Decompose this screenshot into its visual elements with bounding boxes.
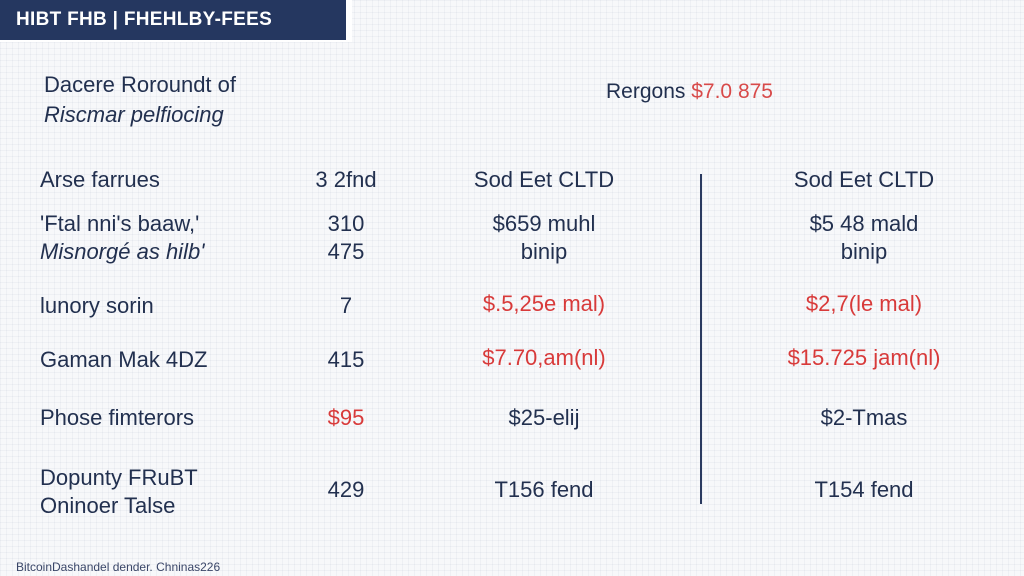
row-2-col-b: $2,7(le mal) — [805, 291, 923, 316]
row-2-label: lunory sorin — [40, 293, 154, 318]
header-num: 3 2fnd — [315, 167, 377, 192]
banner-title: HIBT FHB | FHEHLBY-FEES — [16, 9, 273, 30]
row-3-col-a: $7.70,am(nl) — [482, 345, 606, 370]
row-5-col-b: T154 fend — [814, 477, 914, 502]
row-4-label: Phose fimterors — [40, 405, 195, 430]
row-3-label: Gaman Mak 4DZ — [40, 347, 208, 372]
row-1-num-line-2: 475 — [327, 239, 365, 264]
heading-line-1: Dacere Roroundt of — [44, 72, 236, 97]
row-1-col-a-line-1: $659 muhl — [492, 211, 596, 236]
regions-summary: Rergons $7.0 875 — [606, 80, 773, 104]
row-1-num-line-1: 310 — [327, 211, 365, 236]
row-3-col-b: $15.725 jam(nl) — [787, 345, 941, 370]
header-col-a: Sod Eet CLTD — [473, 167, 615, 192]
row-1-col-a: $659 muhl binip — [424, 210, 664, 266]
row-2-num: 7 — [339, 293, 353, 318]
row-4-col-a: $25-elij — [508, 405, 580, 430]
row-1-label: 'Ftal nni's baaw,' Misnorgé as hilb' — [40, 210, 204, 266]
row-2-col-a: $.5,25e mal) — [482, 291, 606, 316]
row-5-label-line-2: Oninoer Talse — [40, 493, 176, 518]
row-5-num: 429 — [327, 477, 365, 502]
row-5-label-line-1: Dopunty FRuBT — [40, 465, 198, 490]
row-1-col-a-line-2: binip — [520, 239, 568, 264]
title-banner: HIBT FHB | FHEHLBY-FEES — [0, 0, 352, 42]
header-col-b: Sod Eet CLTD — [793, 167, 935, 192]
row-1-num: 310 475 — [296, 210, 396, 266]
column-divider — [700, 174, 702, 504]
row-5-label: Dopunty FRuBT Oninoer Talse — [40, 464, 198, 520]
row-3-num: 415 — [327, 347, 365, 372]
row-4-num: $95 — [327, 405, 365, 430]
row-5-col-a: T156 fend — [494, 477, 594, 502]
heading-line-2: Riscmar pelfiocing — [44, 102, 224, 127]
row-1-label-line-1: 'Ftal nni's baaw,' — [40, 211, 200, 236]
header-label: Arse farrues — [40, 167, 160, 192]
row-1-col-b: $5 48 mald binip — [744, 210, 984, 266]
page-heading: Dacere Roroundt of Riscmar pelfiocing — [44, 70, 236, 130]
row-1-label-line-2: Misnorgé as hilb' — [40, 239, 205, 264]
regions-label: Rergons — [606, 80, 686, 103]
row-4-col-b: $2-Tmas — [820, 405, 908, 430]
row-1-col-b-line-1: $5 48 mald — [809, 211, 919, 236]
footer-caption: BitcoinDashandel dender. Chninas226 — [16, 560, 221, 574]
regions-value: $7.0 875 — [691, 80, 773, 103]
row-1-col-b-line-2: binip — [840, 239, 888, 264]
